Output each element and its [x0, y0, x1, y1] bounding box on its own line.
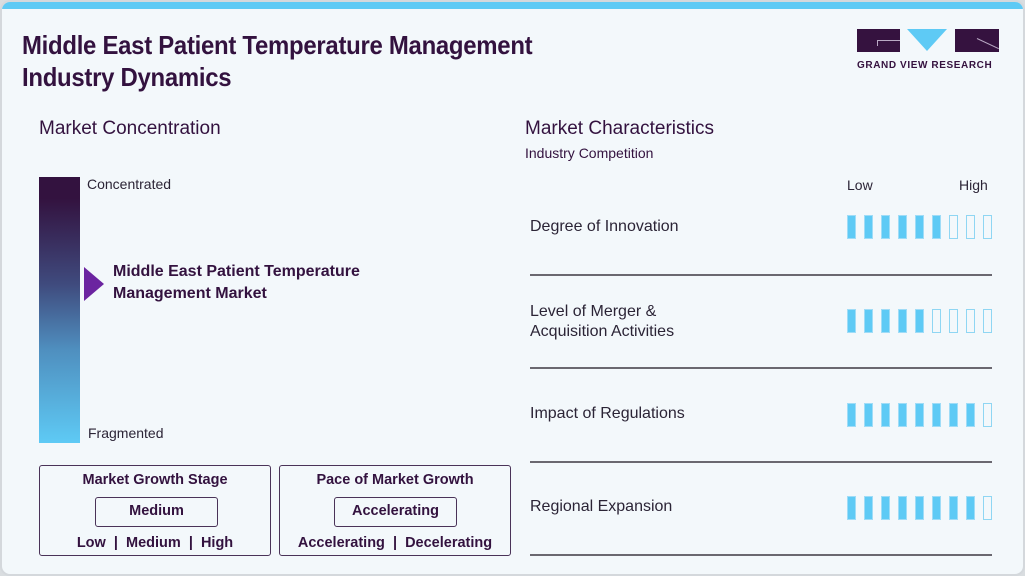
logo-v-triangle-icon — [907, 29, 947, 51]
page-title: Middle East Patient Temperature Manageme… — [22, 29, 666, 93]
row-label-impact-of-regulations: Impact of Regulations — [530, 404, 685, 424]
rating-bar-filled — [932, 215, 941, 239]
market-position-label: Middle East Patient Temperature Manageme… — [113, 261, 360, 305]
rating-bar-empty — [966, 309, 975, 333]
row-label-regional-expansion: Regional Expansion — [530, 497, 672, 517]
rating-bar-filled — [915, 309, 924, 333]
rating-bar-empty — [932, 309, 941, 333]
growth-pace-options: Accelerating | Decelerating — [297, 535, 493, 551]
rating-bar-filled — [847, 215, 856, 239]
growth-stage-options: Low | Medium | High — [76, 535, 234, 551]
scale-low-label: Low — [847, 177, 873, 193]
fragmented-label: Fragmented — [88, 425, 164, 441]
title-line-1: Middle East Patient Temperature Manageme… — [22, 30, 533, 60]
rating-bar-filled — [881, 215, 890, 239]
rating-bars-regional-expansion — [847, 496, 992, 520]
growth-pace-heading: Pace of Market Growth — [316, 472, 474, 488]
rating-bar-filled — [966, 496, 975, 520]
row-label-text-2: Acquisition Activities — [530, 323, 675, 340]
market-concentration-heading: Market Concentration — [39, 118, 221, 139]
rating-bars-impact-of-regulations — [847, 403, 992, 427]
rating-bars-merger-acquisition — [847, 309, 992, 333]
rating-bar-empty — [983, 403, 992, 427]
title-line-2: Industry Dynamics — [22, 62, 232, 92]
market-label-line-1: Middle East Patient Temperature — [113, 263, 360, 280]
rating-bars-degree-of-innovation — [847, 215, 992, 239]
rating-bar-filled — [864, 309, 873, 333]
rating-bar-empty — [983, 496, 992, 520]
growth-stage-heading: Market Growth Stage — [82, 472, 228, 488]
rating-bar-empty — [966, 215, 975, 239]
row-label-merger-acquisition: Level of Merger & Acquisition Activities — [530, 302, 674, 342]
rating-bar-filled — [898, 309, 907, 333]
logo-g-block-icon — [857, 29, 900, 52]
market-position-arrow-icon — [84, 267, 104, 301]
rating-bar-filled — [898, 215, 907, 239]
rating-bar-filled — [915, 496, 924, 520]
market-characteristics-heading: Market Characteristics — [525, 118, 714, 139]
row-label-text: Regional Expansion — [530, 498, 673, 515]
industry-competition-subheading: Industry Competition — [525, 145, 654, 161]
rating-bar-filled — [881, 496, 890, 520]
row-divider — [530, 554, 992, 556]
row-label-text: Level of Merger & — [530, 303, 657, 320]
rating-bar-filled — [915, 403, 924, 427]
scale-high-label: High — [959, 177, 988, 193]
rating-bar-filled — [847, 309, 856, 333]
top-accent-bar — [2, 2, 1023, 9]
row-divider — [530, 274, 992, 276]
row-divider — [530, 461, 992, 463]
market-growth-stage-box: Market Growth Stage Medium Low | Medium … — [39, 465, 271, 556]
row-label-text: Degree of Innovation — [530, 218, 679, 235]
rating-bar-filled — [864, 496, 873, 520]
concentration-gradient-bar — [39, 177, 80, 443]
rating-bar-filled — [847, 403, 856, 427]
rating-bar-empty — [949, 309, 958, 333]
rating-bar-empty — [983, 215, 992, 239]
rating-bar-filled — [949, 403, 958, 427]
rating-bar-filled — [898, 496, 907, 520]
rating-bar-filled — [898, 403, 907, 427]
grand-view-research-logo: GRAND VIEW RESEARCH — [857, 29, 999, 74]
growth-pace-value: Accelerating — [334, 497, 457, 527]
rating-bar-filled — [881, 309, 890, 333]
logo-r-block-icon — [955, 29, 999, 52]
row-divider — [530, 367, 992, 369]
rating-bar-filled — [847, 496, 856, 520]
rating-bar-filled — [966, 403, 975, 427]
rating-bar-empty — [949, 215, 958, 239]
rating-bar-filled — [932, 496, 941, 520]
pace-of-market-growth-box: Pace of Market Growth Accelerating Accel… — [279, 465, 511, 556]
rating-bar-filled — [864, 215, 873, 239]
rating-bar-filled — [949, 496, 958, 520]
rating-bar-filled — [864, 403, 873, 427]
rating-bar-filled — [915, 215, 924, 239]
growth-stage-value: Medium — [95, 497, 218, 527]
rating-bar-filled — [881, 403, 890, 427]
row-label-text: Impact of Regulations — [530, 405, 685, 422]
row-label-degree-of-innovation: Degree of Innovation — [530, 217, 679, 237]
concentrated-label: Concentrated — [87, 176, 172, 192]
logo-text: GRAND VIEW RESEARCH — [857, 60, 993, 71]
rating-bar-filled — [932, 403, 941, 427]
market-label-line-2: Management Market — [113, 285, 267, 302]
rating-bar-empty — [983, 309, 992, 333]
